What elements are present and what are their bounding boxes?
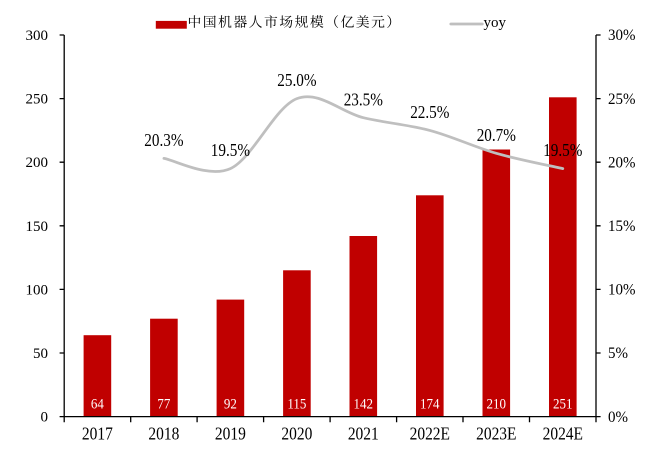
- svg-text:yoy: yoy: [484, 15, 507, 31]
- svg-text:2018: 2018: [148, 424, 179, 444]
- svg-text:23.5%: 23.5%: [344, 89, 384, 109]
- svg-text:77: 77: [157, 397, 170, 413]
- svg-text:10%: 10%: [608, 281, 636, 298]
- svg-text:210: 210: [487, 397, 506, 413]
- svg-text:5%: 5%: [608, 345, 628, 362]
- svg-text:19.5%: 19.5%: [543, 140, 583, 160]
- svg-text:20.3%: 20.3%: [144, 130, 184, 150]
- svg-text:300: 300: [26, 28, 49, 44]
- svg-text:19.5%: 19.5%: [211, 140, 251, 160]
- svg-text:2019: 2019: [215, 424, 246, 444]
- svg-text:174: 174: [420, 397, 439, 413]
- svg-text:2023E: 2023E: [476, 424, 516, 444]
- svg-text:2017: 2017: [82, 424, 113, 444]
- svg-text:20%: 20%: [608, 154, 636, 171]
- svg-text:100: 100: [26, 282, 49, 298]
- svg-text:2020: 2020: [281, 424, 312, 444]
- svg-text:22.5%: 22.5%: [410, 102, 450, 122]
- svg-text:92: 92: [224, 397, 237, 413]
- svg-text:25%: 25%: [608, 90, 636, 107]
- svg-text:20.7%: 20.7%: [477, 125, 517, 145]
- svg-text:250: 250: [26, 92, 49, 108]
- svg-text:150: 150: [26, 219, 49, 235]
- svg-text:2021: 2021: [348, 424, 379, 444]
- svg-text:15%: 15%: [608, 218, 636, 235]
- svg-text:200: 200: [26, 155, 49, 171]
- svg-text:0: 0: [41, 410, 49, 426]
- svg-text:251: 251: [553, 397, 572, 413]
- svg-text:142: 142: [354, 397, 373, 413]
- svg-text:30%: 30%: [608, 27, 636, 44]
- svg-text:0%: 0%: [608, 408, 628, 425]
- svg-text:25.0%: 25.0%: [277, 70, 317, 90]
- svg-text:2024E: 2024E: [543, 424, 583, 444]
- svg-text:115: 115: [287, 397, 306, 413]
- svg-text:50: 50: [33, 346, 48, 362]
- svg-text:2022E: 2022E: [410, 424, 450, 444]
- svg-text:64: 64: [91, 397, 104, 413]
